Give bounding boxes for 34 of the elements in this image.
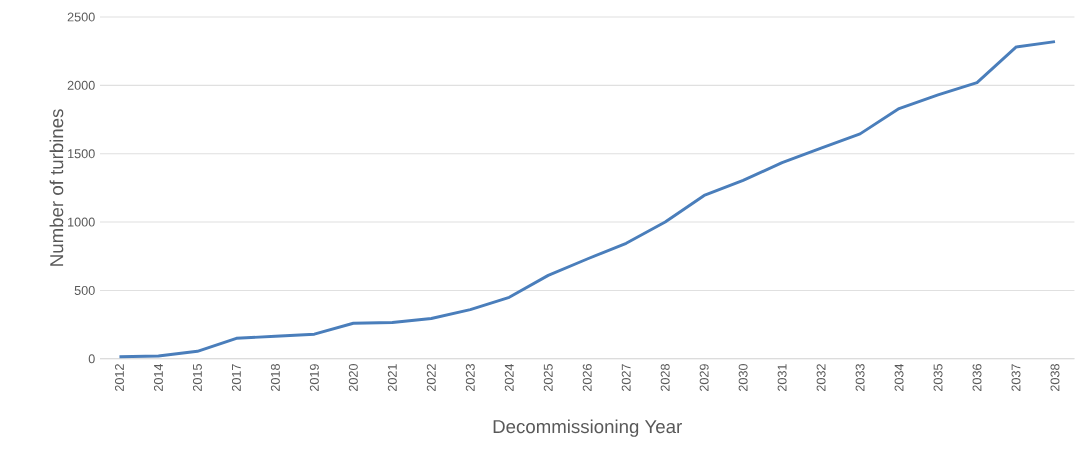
y-tick-label: 500	[74, 286, 95, 296]
x-tick-label: 2031	[777, 364, 787, 392]
line-series	[117, 40, 1057, 359]
y-tick-label: 1500	[68, 149, 95, 159]
x-tick-label: 2022	[426, 364, 436, 392]
x-tick-label: 2032	[816, 364, 826, 392]
x-tick-label: 2019	[309, 364, 319, 392]
x-tick-label: 2021	[387, 364, 397, 392]
x-tick-label: 2020	[348, 364, 358, 392]
y-axis-title: Number of turbines	[49, 109, 64, 266]
y-tick-label: 1000	[68, 217, 95, 227]
x-tick-label: 2035	[933, 364, 943, 392]
x-tick-label: 2027	[621, 364, 631, 392]
x-tick-label: 2014	[153, 364, 163, 392]
x-tick-label: 2024	[504, 364, 514, 392]
x-axis-title: Decommissioning Year	[493, 419, 682, 437]
x-tick-label: 2036	[972, 364, 982, 392]
x-tick-label: 2015	[192, 364, 202, 392]
x-tick-label: 2023	[465, 364, 475, 392]
y-tick-label: 2000	[67, 80, 95, 90]
x-tick-label: 2012	[114, 364, 124, 392]
x-tick-label: 2026	[582, 364, 592, 392]
x-tick-label: 2038	[1050, 364, 1060, 392]
x-tick-label: 2017	[231, 364, 241, 392]
x-tick-label: 2030	[738, 364, 748, 392]
x-tick-label: 2029	[699, 364, 709, 392]
x-tick-label: 2025	[543, 364, 553, 392]
x-tick-label: 2033	[855, 364, 865, 392]
x-tick-label: 2028	[660, 364, 670, 392]
y-tick-label: 0	[88, 354, 95, 364]
y-tick-label: 2500	[67, 12, 95, 22]
x-tick-label: 2018	[270, 364, 280, 392]
x-tick-label: 2037	[1011, 364, 1021, 392]
x-tick-label: 2034	[894, 364, 904, 392]
